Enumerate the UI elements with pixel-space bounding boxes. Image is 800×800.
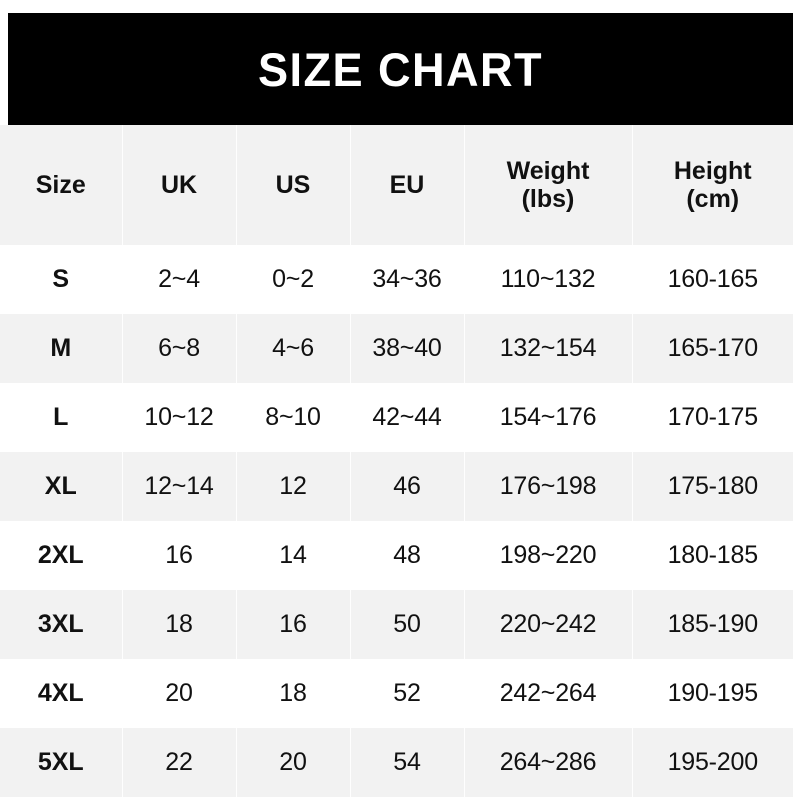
column-header-height-unit: (cm) [686, 185, 740, 213]
cell-us: 0~2 [235, 245, 351, 314]
page-title: SIZE CHART [257, 42, 544, 96]
cell-weight: 176~198 [463, 452, 633, 521]
cell-weight: 264~286 [463, 728, 633, 797]
table-row: 5XL 22 20 54 264~286 195-200 [0, 728, 793, 797]
cell-eu: 46 [349, 452, 465, 521]
column-header-us: US [235, 125, 351, 245]
cell-us: 14 [235, 521, 351, 590]
cell-us: 20 [235, 728, 351, 797]
table-row: 4XL 20 18 52 242~264 190-195 [0, 659, 793, 728]
cell-us: 16 [235, 590, 351, 659]
cell-size: 2XL [0, 521, 123, 590]
cell-size: S [0, 245, 123, 314]
cell-eu: 38~40 [349, 314, 465, 383]
column-header-size: Size [0, 125, 123, 245]
column-header-size-line1: Size [35, 171, 86, 199]
cell-uk: 6~8 [121, 314, 237, 383]
cell-size: 3XL [0, 590, 123, 659]
table-row: S 2~4 0~2 34~36 110~132 160-165 [0, 245, 793, 314]
cell-weight: 110~132 [463, 245, 633, 314]
cell-us: 18 [235, 659, 351, 728]
cell-size: XL [0, 452, 123, 521]
column-header-eu-line1: EU [389, 171, 425, 199]
cell-weight: 198~220 [463, 521, 633, 590]
size-chart-table: Size UK US EU Weight (lbs) Height (cm) [0, 125, 793, 797]
cell-uk: 2~4 [121, 245, 237, 314]
cell-uk: 16 [121, 521, 237, 590]
column-header-height: Height (cm) [631, 125, 793, 245]
table-row: M 6~8 4~6 38~40 132~154 165-170 [0, 314, 793, 383]
cell-height: 160-165 [631, 245, 793, 314]
cell-uk: 10~12 [121, 383, 237, 452]
table-header-row: Size UK US EU Weight (lbs) Height (cm) [0, 125, 793, 245]
table-row: 3XL 18 16 50 220~242 185-190 [0, 590, 793, 659]
cell-us: 12 [235, 452, 351, 521]
cell-uk: 12~14 [121, 452, 237, 521]
cell-eu: 34~36 [349, 245, 465, 314]
column-header-uk: UK [121, 125, 237, 245]
column-header-eu: EU [349, 125, 465, 245]
cell-eu: 54 [349, 728, 465, 797]
table-row: L 10~12 8~10 42~44 154~176 170-175 [0, 383, 793, 452]
cell-height: 185-190 [631, 590, 793, 659]
cell-eu: 52 [349, 659, 465, 728]
cell-weight: 154~176 [463, 383, 633, 452]
column-header-us-line1: US [275, 171, 311, 199]
column-header-uk-line1: UK [160, 171, 198, 199]
cell-weight: 242~264 [463, 659, 633, 728]
cell-eu: 42~44 [349, 383, 465, 452]
cell-height: 195-200 [631, 728, 793, 797]
cell-eu: 50 [349, 590, 465, 659]
table-body: S 2~4 0~2 34~36 110~132 160-165 M 6~8 4~… [0, 245, 793, 797]
title-banner: SIZE CHART [8, 13, 793, 125]
cell-height: 175-180 [631, 452, 793, 521]
table-row: XL 12~14 12 46 176~198 175-180 [0, 452, 793, 521]
cell-height: 165-170 [631, 314, 793, 383]
cell-size: M [0, 314, 123, 383]
cell-us: 4~6 [235, 314, 351, 383]
column-header-height-line1: Height [673, 157, 752, 185]
cell-size: L [0, 383, 123, 452]
column-header-weight: Weight (lbs) [463, 125, 633, 245]
cell-uk: 22 [121, 728, 237, 797]
cell-height: 170-175 [631, 383, 793, 452]
cell-height: 190-195 [631, 659, 793, 728]
column-header-weight-line1: Weight [506, 157, 590, 185]
cell-eu: 48 [349, 521, 465, 590]
cell-size: 4XL [0, 659, 123, 728]
cell-height: 180-185 [631, 521, 793, 590]
cell-weight: 132~154 [463, 314, 633, 383]
cell-weight: 220~242 [463, 590, 633, 659]
cell-uk: 18 [121, 590, 237, 659]
cell-us: 8~10 [235, 383, 351, 452]
cell-size: 5XL [0, 728, 123, 797]
column-header-weight-unit: (lbs) [521, 185, 575, 213]
table-header: Size UK US EU Weight (lbs) Height (cm) [0, 125, 793, 245]
table-row: 2XL 16 14 48 198~220 180-185 [0, 521, 793, 590]
cell-uk: 20 [121, 659, 237, 728]
